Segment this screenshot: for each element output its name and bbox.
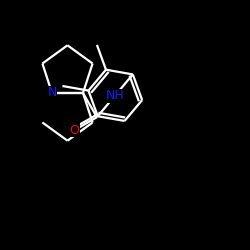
Text: NH: NH [106,89,124,102]
Text: O: O [69,124,79,137]
Text: N: N [47,86,57,100]
